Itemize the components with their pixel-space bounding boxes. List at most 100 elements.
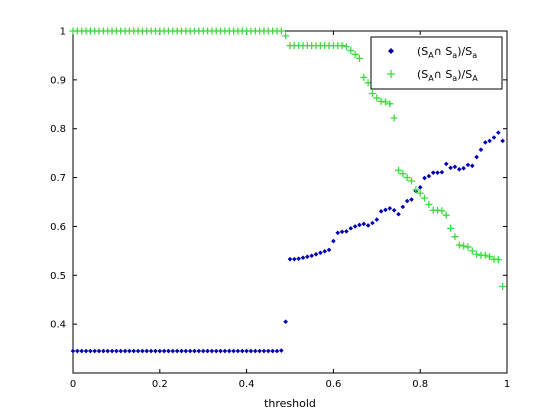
data-point-diamond [222, 348, 228, 354]
series-s-a-over-s-a-upper [69, 27, 507, 291]
data-point-plus [438, 207, 446, 215]
legend-entry-1: (SA∩ Sa)/Sa [388, 45, 477, 60]
data-point-diamond [75, 348, 80, 354]
data-point-diamond [144, 348, 150, 354]
data-point-diamond [148, 348, 154, 354]
data-point-diamond [109, 348, 115, 354]
data-point-diamond [305, 254, 310, 260]
y-tick-label: 0.9 [50, 75, 66, 86]
data-point-diamond [292, 256, 297, 262]
data-point-diamond [79, 348, 84, 354]
data-point-plus [416, 189, 424, 197]
data-point-diamond [96, 348, 102, 354]
data-point-diamond [435, 170, 440, 175]
x-tick-label: 0.8 [412, 379, 428, 390]
data-point-diamond [487, 138, 492, 144]
y-tick-label: 0.4 [50, 320, 66, 331]
y-tick-label: 0.5 [50, 271, 66, 282]
data-point-plus [342, 43, 350, 51]
legend-diamond-marker [388, 48, 394, 54]
data-point-plus [473, 250, 481, 258]
data-point-plus [455, 241, 463, 249]
data-point-plus [386, 100, 394, 108]
data-point-diamond [140, 348, 145, 354]
data-point-diamond [318, 250, 323, 256]
data-point-diamond [187, 348, 193, 354]
data-point-diamond [157, 348, 163, 354]
series-s-a-over-s-a-lower [70, 130, 505, 354]
data-point-diamond [239, 348, 245, 354]
data-point-diamond [283, 319, 288, 324]
data-point-diamond [135, 348, 141, 354]
legend-plus-marker [387, 70, 395, 78]
y-tick-label: 0.7 [50, 173, 66, 184]
data-point-diamond [331, 238, 336, 244]
data-point-diamond [474, 154, 479, 160]
data-point-diamond [161, 348, 167, 354]
legend-entry-2: (SA∩ Sa)/SA [387, 68, 478, 83]
data-point-diamond [122, 348, 128, 354]
data-point-plus [403, 174, 411, 182]
data-point-diamond [335, 230, 341, 236]
data-point-diamond [218, 348, 223, 354]
data-point-diamond [309, 253, 314, 259]
data-point-diamond [383, 207, 388, 213]
data-point-diamond [378, 208, 384, 214]
data-point-diamond [174, 348, 180, 354]
x-tick-labels: 0 0.2 0.4 0.6 0.8 1 [70, 379, 510, 390]
data-point-diamond [118, 348, 124, 354]
data-point-plus [421, 194, 429, 202]
x-tick-label: 1 [504, 379, 510, 390]
data-point-diamond [339, 229, 345, 235]
data-point-diamond [417, 185, 423, 190]
data-point-diamond [322, 249, 328, 254]
data-point-diamond [83, 348, 89, 354]
data-point-diamond [478, 147, 484, 153]
x-tick-label: 0 [70, 379, 76, 390]
data-point-plus [447, 224, 455, 232]
data-point-diamond [170, 348, 176, 354]
data-point-plus [368, 90, 376, 98]
data-point-diamond [266, 348, 271, 354]
data-point-diamond [88, 348, 93, 354]
data-point-plus [390, 114, 398, 122]
data-point-plus [408, 177, 416, 185]
data-point-diamond [209, 348, 215, 354]
legend-label-2: (SA∩ Sa)/SA [417, 68, 478, 83]
data-point-plus [351, 50, 359, 58]
data-point-diamond [348, 226, 354, 231]
data-point-diamond [131, 348, 137, 354]
data-point-diamond [200, 348, 206, 354]
x-tick-label: 0.4 [239, 379, 255, 390]
data-point-plus [399, 170, 407, 178]
data-point-diamond [357, 222, 362, 228]
data-point-diamond [469, 163, 475, 169]
data-point-plus [412, 186, 420, 194]
data-point-diamond [257, 348, 262, 354]
data-point-plus [364, 79, 372, 87]
data-point-diamond [231, 348, 236, 354]
data-point-diamond [166, 348, 171, 354]
data-point-plus [277, 27, 285, 35]
data-point-diamond [92, 348, 97, 354]
data-point-diamond [313, 251, 319, 257]
x-tick-label: 0.6 [325, 379, 341, 390]
data-point-diamond [365, 223, 371, 228]
y-tick-label: 1 [60, 27, 66, 38]
data-point-diamond [391, 208, 397, 213]
data-point-diamond [244, 348, 249, 354]
data-point-diamond [430, 170, 436, 175]
data-point-diamond [400, 204, 406, 210]
data-point-plus [347, 47, 355, 55]
data-point-diamond [374, 217, 380, 222]
legend-label-1: (SA∩ Sa)/Sa [417, 45, 477, 60]
data-point-diamond [235, 348, 241, 354]
y-tick-label: 0.8 [50, 124, 66, 135]
data-point-plus [494, 256, 502, 264]
data-point-plus [481, 251, 489, 259]
data-point-plus [442, 211, 450, 219]
y-tick-label: 0.6 [50, 222, 66, 233]
data-point-diamond [213, 348, 219, 354]
data-point-plus [460, 242, 468, 250]
data-point-plus [360, 73, 368, 81]
